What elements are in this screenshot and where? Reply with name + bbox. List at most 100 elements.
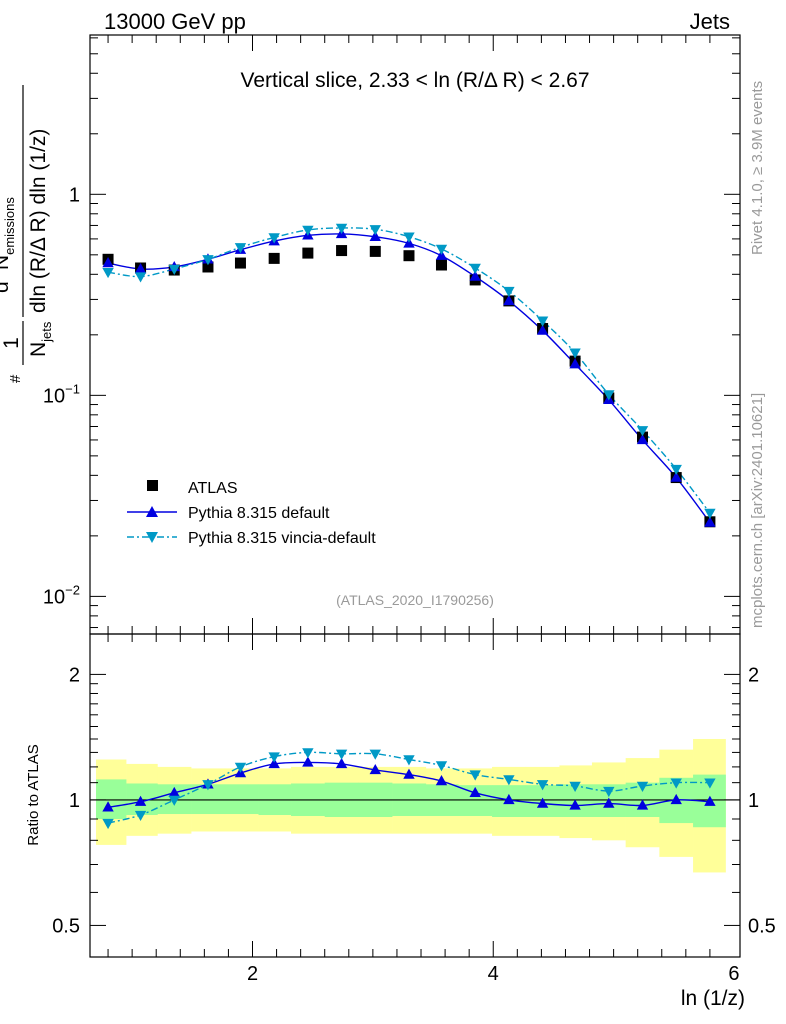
- ratio-point-pythia-vincia: [302, 748, 314, 759]
- data-point-pythia-vincia: [234, 243, 247, 254]
- ratio-point-pythia-default: [268, 757, 280, 769]
- chart-title: Vertical slice, 2.33 < ln (R/Δ R) < 2.67: [240, 69, 589, 92]
- ratio-point-pythia-vincia: [403, 755, 415, 766]
- data-point-pythia-default: [102, 257, 114, 268]
- ratio-ytick-label-right: 1: [748, 790, 759, 812]
- ratio-point-pythia-default: [134, 795, 147, 806]
- data-point-pythia-vincia: [469, 263, 481, 274]
- ratio-point-pythia-default: [435, 775, 448, 786]
- data-point-pythia-vincia: [369, 225, 381, 236]
- data-point-pythia-vincia: [435, 244, 448, 255]
- data-point-atlas: [202, 261, 214, 273]
- ylabel-hash-2: #: [0, 320, 2, 329]
- ratio-point-pythia-default: [403, 768, 415, 779]
- ratio-point-pythia-vincia: [234, 762, 247, 773]
- ratio-ytick-label-right: 2: [748, 664, 759, 686]
- xtick-label: 4: [488, 963, 499, 985]
- legend-label-atlas: ATLAS: [188, 480, 238, 497]
- ratio-point-pythia-vincia: [569, 781, 581, 792]
- xtick-label: 6: [728, 963, 739, 985]
- ratio-point-pythia-vincia: [670, 778, 682, 789]
- data-point-pythia-default: [569, 358, 581, 369]
- ratio-point-pythia-default: [536, 797, 549, 808]
- data-point-pythia-vincia: [704, 508, 716, 519]
- ylabel-hash-1: #: [7, 374, 24, 383]
- data-point-pythia-default: [503, 294, 515, 306]
- analysis-id: (ATLAS_2020_I1790256): [336, 592, 494, 608]
- data-point-atlas: [336, 245, 348, 257]
- data-point-pythia-vincia: [134, 272, 147, 283]
- ratio-frame: [89, 633, 741, 958]
- ratio-point-pythia-vincia: [603, 786, 615, 798]
- data-point-atlas: [369, 245, 381, 257]
- ratio-point-pythia-vincia: [335, 749, 348, 760]
- ratio-point-pythia-vincia: [536, 780, 549, 791]
- ratio-point-pythia-vincia: [202, 780, 214, 791]
- ratio-point-pythia-vincia: [369, 749, 381, 760]
- main-line-pythia-vincia: [107, 227, 711, 514]
- main-ytick-label: 10−2: [43, 582, 80, 608]
- data-point-pythia-vincia: [670, 464, 682, 476]
- ratio-point-pythia-default: [503, 793, 515, 805]
- ratio-point-pythia-vincia: [102, 818, 114, 830]
- ratio-point-pythia-vincia: [503, 775, 515, 786]
- header-left: 13000 GeV pp: [104, 9, 246, 34]
- data-point-pythia-vincia: [503, 286, 515, 298]
- ratio-point-pythia-default: [369, 763, 381, 775]
- ratio-ticks: 0.5 0.5 1 1 2 2 2 4 6: [52, 634, 776, 985]
- ratio-point-pythia-default: [335, 757, 348, 769]
- rivet-label: Rivet 4.1.0, ≥ 3.9M events: [749, 81, 766, 255]
- legend: ATLAS Pythia 8.315 default Pythia 8.315 …: [127, 480, 376, 547]
- data-point-pythia-default: [636, 433, 649, 445]
- data-point-pythia-vincia: [335, 223, 348, 234]
- ratio-point-pythia-default: [636, 799, 649, 810]
- data-point-pythia-vincia: [268, 233, 280, 244]
- ratio-point-pythia-default: [168, 786, 180, 798]
- ratio-ytick-label-right: 0.5: [748, 915, 776, 937]
- data-point-atlas: [268, 252, 280, 264]
- data-point-atlas: [302, 247, 314, 259]
- ratio-point-pythia-vincia: [268, 752, 280, 763]
- ratio-point-pythia-default: [603, 797, 615, 808]
- data-point-pythia-vincia: [536, 316, 549, 327]
- ratio-point-pythia-vincia: [134, 810, 147, 822]
- main-ticks: 1 10−1 10−2: [43, 35, 740, 634]
- xlabel: ln (1/z): [681, 987, 745, 1010]
- ratio-point-pythia-vincia: [704, 778, 716, 789]
- ylabel-one: 1: [0, 337, 23, 349]
- data-point-pythia-default: [134, 263, 147, 274]
- legend-marker-atlas: [147, 480, 158, 491]
- legend-marker-pythia-default: [146, 506, 158, 517]
- ylabel-denominator: dln (R/Δ R) dln (1/z): [27, 129, 50, 313]
- ratio-panel: 0.5 0.5 1 1 2 2 2 4 6 Ratio to ATLAS ln (1/z): [25, 633, 776, 1010]
- ratio-ytick-label: 2: [69, 664, 80, 686]
- ratio-ytick-label: 1: [69, 790, 80, 812]
- data-point-pythia-vincia: [403, 232, 415, 243]
- main-ylabel: 1 Njets # # d2Nemissions dln (R/Δ R) dln…: [0, 85, 54, 383]
- xtick-label: 2: [247, 963, 258, 985]
- data-point-pythia-default: [369, 230, 381, 241]
- legend-marker-pythia-vincia: [146, 532, 158, 543]
- data-point-pythia-vincia: [168, 264, 180, 276]
- ylabel-numerator: d2Nemissions: [0, 197, 17, 293]
- main-panel: 1 10−1 10−2 Vertical slice, 2.33 < ln (R/Δ…: [0, 34, 741, 635]
- ratio-point-pythia-vincia: [168, 795, 180, 806]
- ratio-point-pythia-default: [704, 795, 716, 806]
- ratio-point-pythia-default: [469, 786, 481, 798]
- data-point-atlas: [435, 259, 447, 271]
- main-marks: [102, 223, 716, 528]
- data-point-pythia-default: [704, 516, 716, 527]
- data-point-pythia-vincia: [603, 390, 615, 401]
- ratio-point-pythia-default: [302, 756, 314, 767]
- legend-label-pythia-default: Pythia 8.315 default: [188, 505, 330, 522]
- data-point-pythia-default: [670, 471, 682, 482]
- data-point-pythia-vincia: [202, 255, 214, 266]
- ratio-ylabel: Ratio to ATLAS: [25, 744, 42, 845]
- ratio-point-pythia-default: [670, 793, 682, 805]
- ratio-point-pythia-default: [569, 799, 581, 810]
- data-point-pythia-vincia: [302, 225, 314, 236]
- ratio-point-pythia-vincia: [636, 781, 649, 792]
- header-right: Jets: [690, 9, 730, 34]
- ratio-marks: [90, 738, 740, 873]
